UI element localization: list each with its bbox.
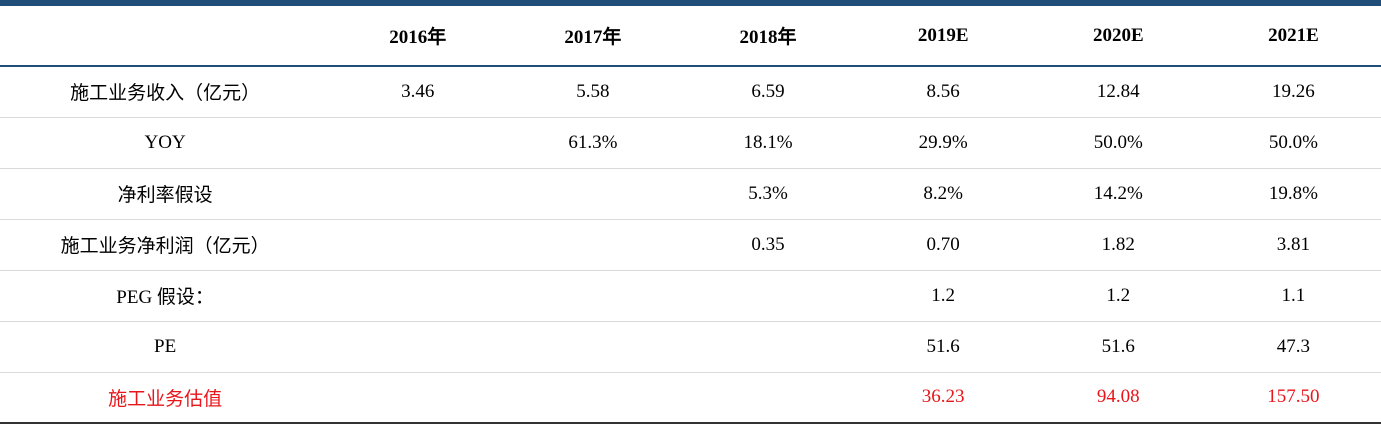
table-cell [505,270,681,322]
table-cell: 47.3 [1205,321,1381,373]
table-cell: 18.1% [680,117,856,169]
header-cell-2017: 2017年 [505,6,681,67]
table-cell: 14.2% [1030,168,1206,220]
table-row: PE 51.6 51.6 47.3 [0,321,1381,373]
table-cell: 36.23 [855,372,1031,424]
table-cell [330,168,506,220]
row-label: PEG 假设： [0,270,331,322]
valuation-table: 2016年 2017年 2018年 2019E 2020E 2021E 施工业务… [0,6,1381,424]
table-cell: 29.9% [855,117,1031,169]
table-cell: 8.2% [855,168,1031,220]
table-cell: 12.84 [1030,66,1206,118]
table-cell: 19.8% [1205,168,1381,220]
table-cell: 6.59 [680,66,856,118]
table-cell: 5.3% [680,168,856,220]
table-cell [680,372,856,424]
table-cell [330,270,506,322]
row-label: 施工业务估值 [0,372,331,424]
table-cell: 5.58 [505,66,681,118]
table-cell: 8.56 [855,66,1031,118]
table-cell [505,372,681,424]
table-row: PEG 假设： 1.2 1.2 1.1 [0,270,1381,322]
table-cell: 3.81 [1205,219,1381,271]
table-cell: 50.0% [1205,117,1381,169]
table-row: 施工业务收入（亿元） 3.46 5.58 6.59 8.56 12.84 19.… [0,66,1381,118]
table-row: YOY 61.3% 18.1% 29.9% 50.0% 50.0% [0,117,1381,169]
table-cell: 94.08 [1030,372,1206,424]
header-row: 2016年 2017年 2018年 2019E 2020E 2021E [0,6,1381,67]
row-label: 净利率假设 [0,168,331,220]
table-cell [330,321,506,373]
table-row: 施工业务净利润（亿元） 0.35 0.70 1.82 3.81 [0,219,1381,271]
table-cell: 19.26 [1205,66,1381,118]
table-cell [330,219,506,271]
table-cell [680,321,856,373]
table-cell: 51.6 [1030,321,1206,373]
table-cell: 0.70 [855,219,1031,271]
table-cell [505,219,681,271]
row-label: 施工业务收入（亿元） [0,66,331,118]
table-cell [330,117,506,169]
table-cell [505,168,681,220]
table-cell: 0.35 [680,219,856,271]
header-cell-label [0,6,331,67]
row-label: 施工业务净利润（亿元） [0,219,331,271]
table-cell [330,372,506,424]
row-label: PE [0,321,331,373]
header-cell-2020e: 2020E [1030,6,1206,67]
table-cell: 51.6 [855,321,1031,373]
table-cell: 1.1 [1205,270,1381,322]
table-cell: 1.82 [1030,219,1206,271]
header-cell-2019e: 2019E [855,6,1031,67]
header-cell-2021e: 2021E [1205,6,1381,67]
table-cell: 1.2 [855,270,1031,322]
row-label: YOY [0,117,331,169]
table-cell: 50.0% [1030,117,1206,169]
table-row: 净利率假设 5.3% 8.2% 14.2% 19.8% [0,168,1381,220]
header-cell-2018: 2018年 [680,6,856,67]
table-top-rule [0,0,1381,6]
table-cell: 3.46 [330,66,506,118]
header-cell-2016: 2016年 [330,6,506,67]
table-row-highlight: 施工业务估值 36.23 94.08 157.50 [0,372,1381,424]
table-cell [680,270,856,322]
table-cell: 61.3% [505,117,681,169]
table-cell [505,321,681,373]
table-cell: 1.2 [1030,270,1206,322]
table-cell: 157.50 [1205,372,1381,424]
